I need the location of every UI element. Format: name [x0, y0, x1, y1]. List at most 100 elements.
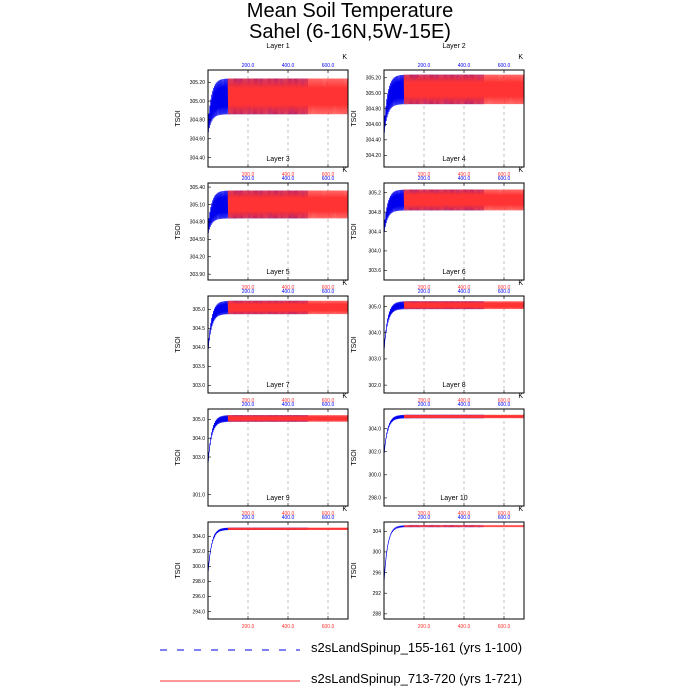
y-tick-label: 304.40 — [190, 155, 206, 161]
bottom-tick-label: 400.0 — [282, 398, 295, 404]
units-label: K — [342, 54, 347, 61]
panel-title: Layer 1 — [266, 43, 289, 50]
panel-title: Layer 4 — [442, 156, 465, 163]
y-tick-label: 304.80 — [190, 118, 206, 124]
bottom-tick-label: 400.0 — [282, 624, 295, 630]
plot-area — [384, 189, 524, 232]
y-tick-label: 304.0 — [192, 436, 205, 442]
series-spinup2-line — [403, 414, 524, 419]
legend-label-spinup2: s2sLandSpinup_713-720 (yrs 1-721) — [311, 671, 523, 686]
plot-area — [384, 74, 524, 133]
plot-frame — [383, 408, 525, 507]
panel-title: Layer 2 — [442, 43, 465, 50]
bottom-tick-label: 400.0 — [458, 398, 471, 404]
y-tick-label: 304.0 — [192, 345, 205, 351]
plot-area — [208, 190, 348, 233]
series-spinup2-line — [403, 301, 524, 310]
top-tick-label: 400.0 — [458, 289, 471, 295]
y-tick-label: 304.0 — [192, 534, 205, 540]
y-axis-title: TSOI — [351, 336, 358, 352]
y-tick-label: 304.0 — [368, 249, 381, 255]
plot-area — [208, 527, 348, 574]
y-axis-title: TSOI — [351, 110, 358, 126]
top-tick-label: 600.0 — [498, 515, 511, 521]
units-label: K — [518, 280, 523, 287]
y-tick-label: 305.20 — [366, 76, 382, 82]
top-tick-label: 200.0 — [242, 176, 255, 182]
bottom-tick-label: 200.0 — [418, 511, 431, 517]
plot-frame — [207, 295, 349, 394]
y-tick-label: 301.0 — [192, 492, 205, 498]
top-tick-label: 200.0 — [242, 289, 255, 295]
panel-title: Layer 9 — [266, 495, 289, 502]
top-tick-label: 400.0 — [282, 63, 295, 69]
legend-line-dashed — [160, 649, 300, 651]
panel-3: Layer 3 K TSOI 305.40 305.10 304.80 304.50 304.… — [175, 156, 349, 291]
y-tick-label: 304.50 — [190, 237, 206, 243]
plot-frame — [383, 295, 525, 394]
bottom-tick-label: 400.0 — [458, 172, 471, 178]
panel-2: Layer 2 K TSOI 305.20 305.00 304.80 304.60 304.… — [351, 43, 525, 178]
top-tick-label: 400.0 — [282, 176, 295, 182]
bottom-tick-label: 200.0 — [418, 172, 431, 178]
y-axis-title: TSOI — [175, 449, 182, 465]
y-tick-label: 305.20 — [190, 80, 206, 86]
y-axis-title: TSOI — [175, 562, 182, 578]
top-tick-label: 400.0 — [458, 402, 471, 408]
bottom-tick-label: 200.0 — [418, 398, 431, 404]
y-tick-label: 296.0 — [192, 594, 205, 600]
panel-1: Layer 1 K TSOI 305.20 305.00 304.80 304.60 304.… — [175, 43, 349, 178]
series-spinup2-line — [403, 524, 524, 528]
y-tick-label: 305.40 — [190, 185, 206, 191]
bottom-tick-label: 600.0 — [498, 285, 511, 291]
plot-frame — [207, 182, 349, 281]
y-tick-label: 303.6 — [368, 268, 381, 274]
y-tick-label: 296 — [373, 570, 382, 576]
bottom-tick-label: 400.0 — [282, 285, 295, 291]
series-spinup2-line — [227, 190, 348, 219]
y-tick-label: 298.0 — [192, 579, 205, 585]
bottom-tick-label: 200.0 — [242, 624, 255, 630]
plot-area — [384, 301, 524, 350]
units-label: K — [342, 167, 347, 174]
panel-title: Layer 3 — [266, 156, 289, 163]
top-tick-label: 200.0 — [242, 515, 255, 521]
y-tick-label: 288 — [373, 612, 382, 618]
top-tick-label: 600.0 — [322, 402, 335, 408]
y-tick-label: 303.5 — [192, 364, 205, 370]
bottom-tick-label: 400.0 — [458, 624, 471, 630]
series-spinup2-line — [227, 415, 348, 422]
series-spinup2-line — [227, 78, 348, 115]
plot-area — [384, 414, 524, 455]
y-tick-label: 304.40 — [366, 138, 382, 144]
y-tick-label: 305.0 — [368, 304, 381, 310]
y-axis-title: TSOI — [175, 223, 182, 239]
bottom-tick-label: 600.0 — [498, 511, 511, 517]
y-tick-label: 303.0 — [368, 357, 381, 363]
y-tick-label: 304.8 — [368, 210, 381, 216]
units-label: K — [342, 506, 347, 513]
units-label: K — [518, 54, 523, 61]
legend-entry-spinup2: s2sLandSpinup_713-720 (yrs 1-721) — [160, 670, 580, 690]
top-tick-label: 600.0 — [322, 176, 335, 182]
top-tick-label: 600.0 — [322, 63, 335, 69]
top-tick-label: 200.0 — [418, 402, 431, 408]
bottom-tick-label: 200.0 — [418, 285, 431, 291]
y-tick-label: 294.0 — [192, 609, 205, 615]
y-tick-label: 304.0 — [368, 426, 381, 432]
series-spinup2-line — [403, 74, 524, 105]
bottom-tick-label: 600.0 — [322, 511, 335, 517]
y-tick-label: 303.90 — [190, 272, 206, 278]
bottom-tick-label: 200.0 — [242, 172, 255, 178]
top-tick-label: 400.0 — [458, 63, 471, 69]
bottom-tick-label: 600.0 — [322, 398, 335, 404]
panel-5: Layer 5 K TSOI 305.0 304.5 304.0 303.5 303.0 200… — [175, 269, 349, 404]
series-spinup1-line — [384, 524, 485, 583]
y-tick-label: 305.2 — [368, 191, 381, 197]
y-tick-label: 305.00 — [190, 99, 206, 105]
series-spinup2-line — [227, 300, 348, 315]
units-label: K — [342, 393, 347, 400]
top-tick-label: 400.0 — [458, 176, 471, 182]
legend-line-solid — [160, 680, 300, 682]
y-axis-title: TSOI — [175, 110, 182, 126]
